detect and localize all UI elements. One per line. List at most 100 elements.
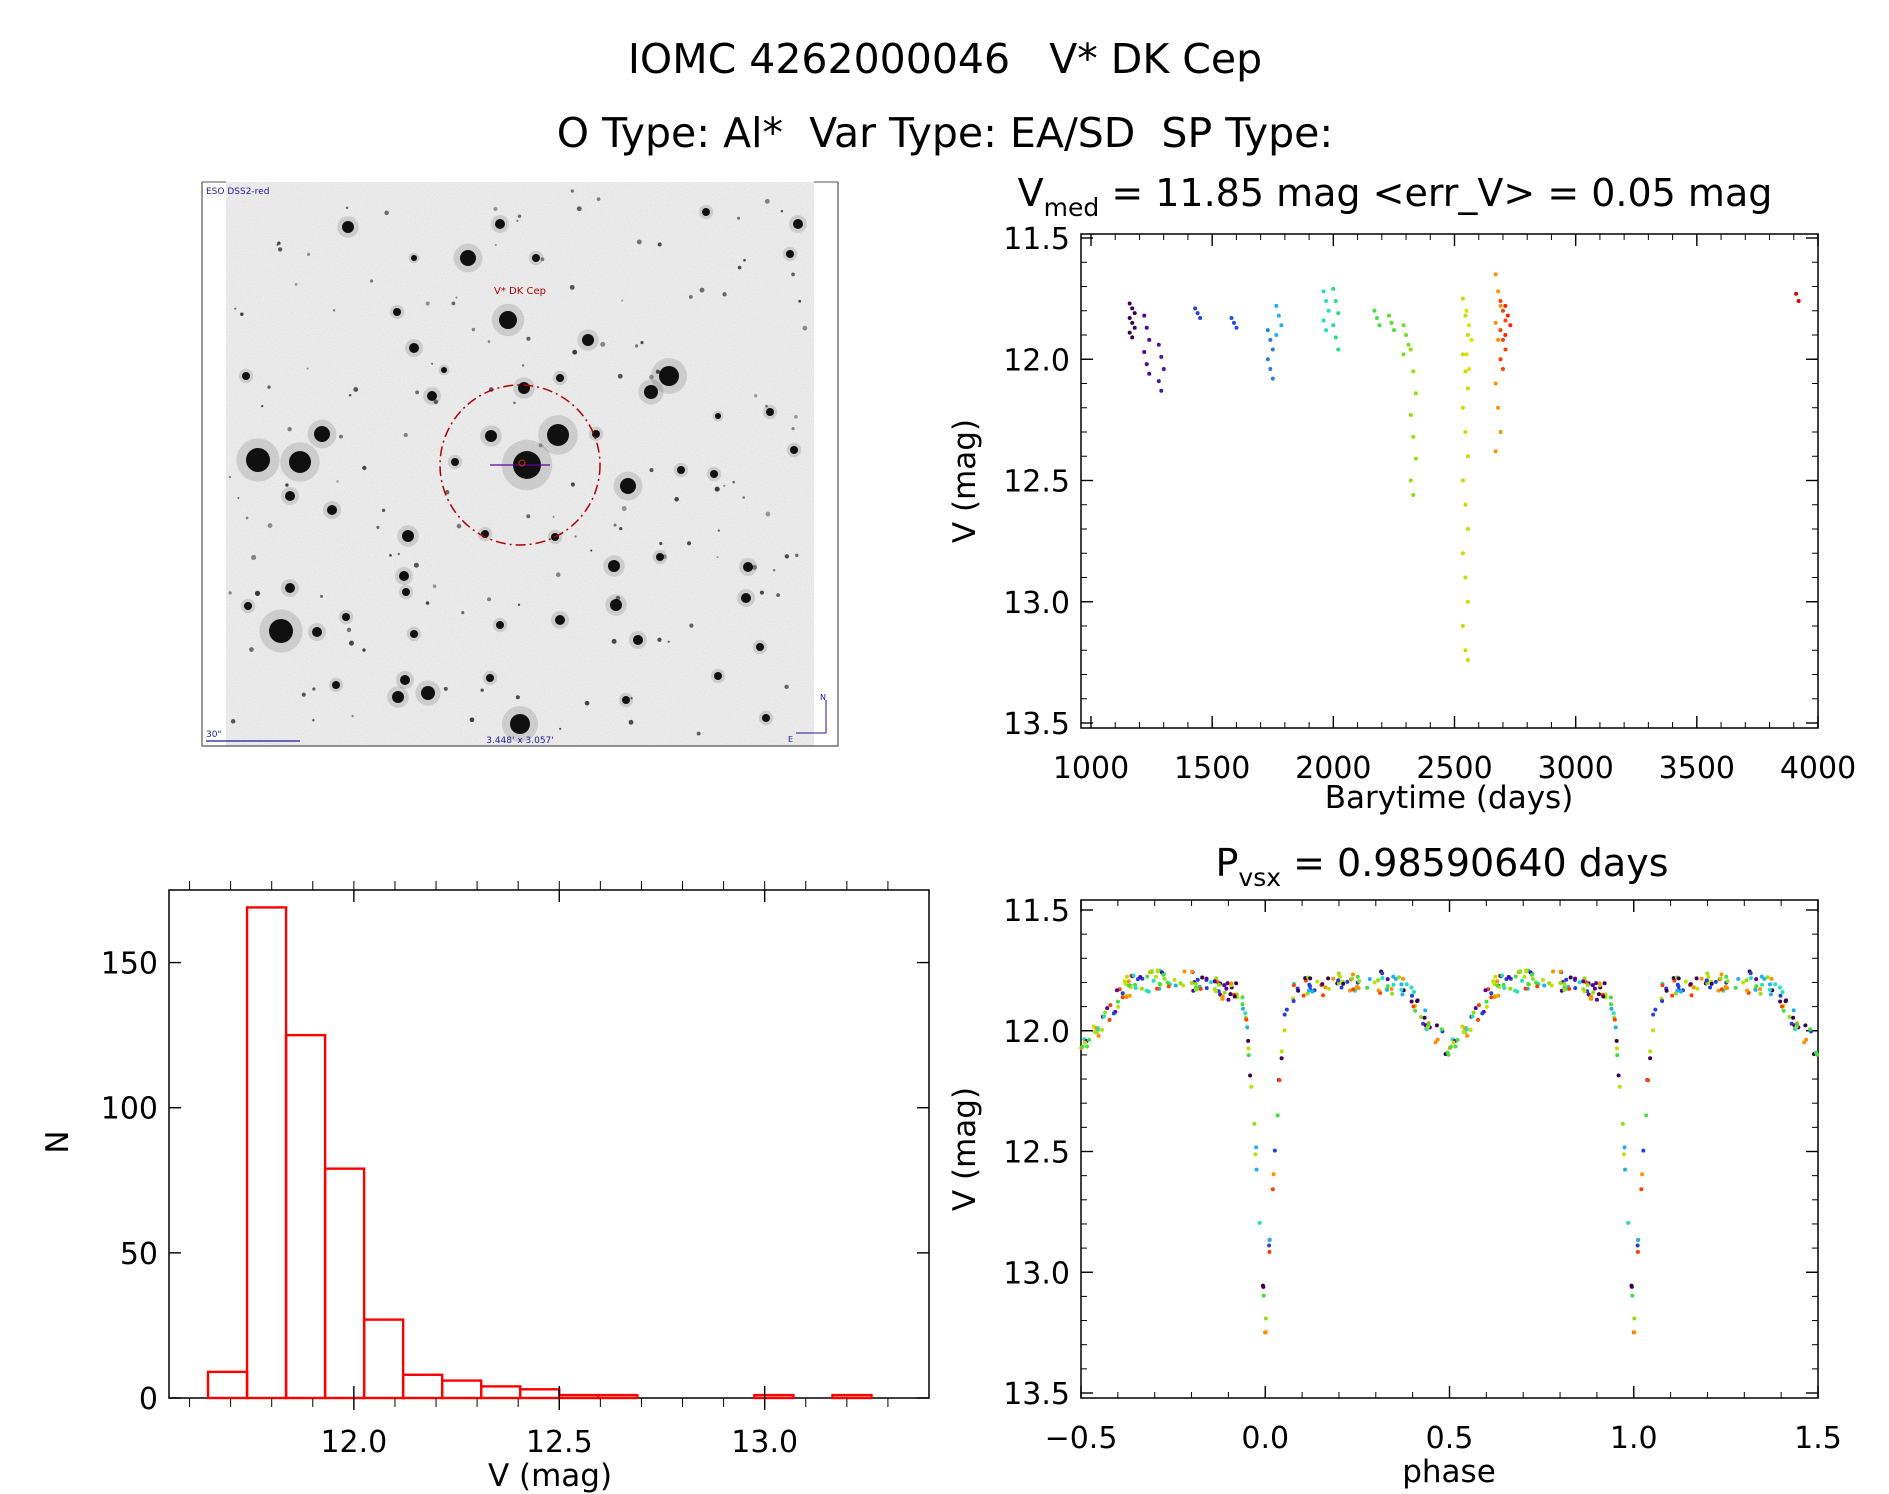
- phased-point: [1315, 979, 1320, 984]
- histogram-ytick-label: 0: [139, 1382, 158, 1417]
- phased-point: [1791, 1015, 1796, 1020]
- lightcurve-point: [1127, 316, 1132, 321]
- phased-point: [1337, 974, 1342, 979]
- phased-point: [1648, 1049, 1653, 1054]
- field-star-halo: [618, 692, 634, 708]
- field-star: [766, 408, 774, 416]
- field-star-halo: [480, 425, 502, 447]
- phased-point: [1291, 983, 1296, 988]
- field-star: [312, 627, 322, 637]
- field-star-halo: [308, 623, 326, 641]
- phased-point: [1380, 971, 1385, 976]
- phased-point: [1391, 982, 1396, 987]
- histogram-ytick-label: 50: [120, 1237, 158, 1272]
- phased-point: [1780, 1004, 1785, 1009]
- phased-point: [1271, 1172, 1276, 1177]
- field-star: [555, 615, 565, 625]
- field-star: [392, 691, 404, 703]
- phased-point: [1245, 1025, 1250, 1030]
- lightcurve-point: [1463, 502, 1468, 507]
- lightcurve-ytick-label: 13.0: [1003, 586, 1070, 621]
- phased-point: [1243, 1011, 1248, 1016]
- phased-point: [1244, 1017, 1249, 1022]
- lightcurve-point: [1234, 325, 1239, 330]
- field-star-halo: [752, 639, 768, 655]
- faint-star: [576, 206, 582, 212]
- faint-star: [613, 523, 617, 527]
- phased-point: [1673, 991, 1678, 996]
- histogram-bar: [245, 906, 288, 1400]
- phased-point: [1157, 981, 1162, 986]
- phased-point: [1780, 990, 1785, 995]
- field-star-halo: [786, 442, 802, 458]
- phased-point: [1582, 989, 1587, 994]
- phased-point: [1754, 984, 1759, 989]
- phased-point: [1434, 1023, 1439, 1028]
- field-star-halo: [552, 370, 568, 386]
- phased-point: [1133, 985, 1138, 990]
- phased-point: [1758, 991, 1763, 996]
- faint-star: [245, 516, 249, 520]
- phased-point: [1706, 974, 1711, 979]
- lightcurve-point: [1464, 352, 1469, 357]
- phased-point: [1275, 1113, 1280, 1118]
- histogram-xlabel: V (mag): [488, 1458, 612, 1494]
- field-star: [633, 635, 643, 645]
- lightcurve-point: [1469, 337, 1474, 342]
- faint-star: [538, 443, 543, 448]
- lightcurve-point: [1127, 330, 1132, 335]
- phased-point: [1455, 1037, 1460, 1042]
- lightcurve-point: [1372, 308, 1377, 313]
- phased-point: [1284, 1007, 1289, 1012]
- lightcurve-ytick-label: 12.0: [1003, 343, 1070, 378]
- phased-point: [1651, 1028, 1656, 1033]
- phased-point: [1114, 988, 1119, 993]
- phased-point: [1232, 994, 1237, 999]
- faint-star: [772, 568, 776, 572]
- histogram-xtick-label: 13.0: [731, 1425, 798, 1460]
- phased-point: [1411, 990, 1416, 995]
- phased-point: [1550, 969, 1555, 974]
- phased-point: [1301, 993, 1306, 998]
- phased-point: [1267, 1237, 1272, 1242]
- faint-star: [714, 486, 720, 492]
- faint-star: [630, 697, 633, 700]
- phased-point: [1124, 974, 1129, 979]
- phased-point: [1508, 986, 1513, 991]
- phased-point: [1759, 974, 1764, 979]
- lightcurve-point: [1408, 478, 1413, 483]
- lightcurve-point: [1268, 366, 1273, 371]
- faint-star: [798, 299, 802, 303]
- lightcurve-point: [1467, 366, 1472, 371]
- phased-point: [1435, 1037, 1440, 1042]
- phased-point: [1616, 1073, 1621, 1078]
- phased-point: [1787, 1015, 1792, 1020]
- phased-point: [1263, 1316, 1268, 1321]
- faint-star: [351, 714, 354, 718]
- faint-star: [237, 496, 240, 499]
- field-star-halo: [236, 438, 280, 482]
- phased-point: [1145, 974, 1150, 979]
- phased-point: [1464, 1027, 1469, 1032]
- field-star: [332, 681, 340, 689]
- lightcurve-point: [1460, 352, 1465, 357]
- phased-point: [1257, 1220, 1262, 1225]
- phased-point: [1204, 986, 1209, 991]
- phased-point: [1804, 1037, 1809, 1042]
- field-star: [547, 424, 569, 446]
- field-star-halo: [482, 670, 498, 686]
- phased-point: [1778, 985, 1783, 990]
- lightcurve-point: [1265, 328, 1270, 333]
- lightcurve-point: [1279, 323, 1284, 328]
- phased-point: [1760, 982, 1765, 987]
- lightcurve-point: [1406, 342, 1411, 347]
- faint-star: [662, 554, 667, 559]
- phased-point: [1615, 1053, 1620, 1058]
- phased-point: [1200, 975, 1205, 980]
- lightcurve-point: [1377, 323, 1382, 328]
- faint-star: [722, 292, 727, 297]
- phased-point: [1592, 986, 1597, 991]
- phased-point: [1704, 978, 1709, 983]
- phased-point: [1282, 1028, 1287, 1033]
